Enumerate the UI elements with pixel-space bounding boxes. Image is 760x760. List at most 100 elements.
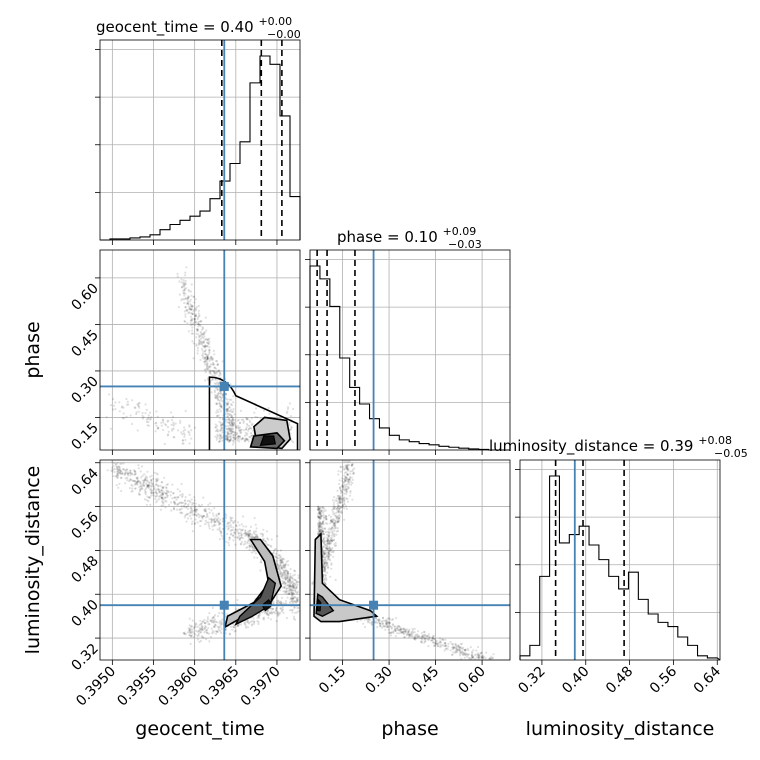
pair-1-2-sample-point [345,507,348,510]
pair-0-1-sample-point [188,425,191,428]
pair-0-2-sample-point [284,564,287,567]
pair-0-2-sample-point [293,585,296,589]
pair-0-2-sample-point [136,476,139,479]
pair-0-2-sample-point [199,520,202,523]
pair-0-1-sample-point [203,353,206,356]
pair-0-2-sample-point [138,489,141,493]
pair-1-2-sample-point [460,646,463,649]
pair-1-2-sample-point [343,499,346,502]
pair-0-2-sample-point [190,517,193,520]
pair-0-1-sample-point [237,435,240,438]
pair-0-1-sample-point [220,428,223,431]
pair-0-1-sample-point [191,313,194,316]
pair-0-2-sample-point [225,525,228,528]
pair-0-2-sample-point [279,607,282,610]
pair-0-2-sample-point [247,535,250,538]
pair-0-1-sample-point [154,422,157,425]
pair-0-1-sample-point [120,406,123,409]
pair-0-1-sample-point [182,289,185,292]
pair-0-2-sample-point [291,611,294,614]
pair-0-1-sample-point [214,372,217,375]
pair-1-2-sample-point [397,629,400,632]
pair-0-2-sample-point [156,473,159,476]
pair-0-2-sample-point [285,569,288,572]
pair-0-2-sample-point [291,580,294,583]
pair-0-2-sample-point [282,574,285,577]
pair-0-1-sample-point [196,318,199,321]
pair-0-2-sample-point [199,505,202,508]
pair-1-2-sample-point [330,567,333,570]
pair-0-2-sample-point [282,577,285,580]
pair-0-2-sample-point [139,488,142,491]
pair-0-2-sample-point [292,586,295,589]
pair-0-2-sample-point [173,496,176,499]
pair-0-1-sample-point [228,418,231,421]
pair-0-1-sample-point [156,427,159,430]
pair-0-1-sample-point [118,410,121,413]
pair-0-1-sample-point [205,362,208,365]
pair-0-2-sample-point [287,581,290,584]
pair-0-1-sample-point [187,295,190,298]
pair-0-1-sample-point [211,357,214,360]
pair-0-1-sample-point [228,427,231,430]
pair-0-2-sample-point [178,501,181,504]
pair-0-1-sample-point [214,423,217,426]
pair-0-1-sample-point [203,346,206,349]
pair-1-2-sample-point [330,550,333,553]
pair-0-1-sample-point [129,414,132,417]
pair-0-2-truth-marker [219,600,229,610]
pair-1-2-sample-point [385,622,388,626]
pair-0-1-sample-point [199,324,202,327]
pair-0-1-sample-point [201,328,204,331]
pair-0-2-sample-point [188,499,191,503]
pair-0-2-sample-point [195,623,198,626]
pair-0-2-sample-point [250,624,254,627]
pair-0-2-sample-point [129,474,132,477]
pair-0-1-sample-point [179,421,182,424]
pair-0-1-sample-point [230,408,233,411]
pair-0-1-sample-point [190,319,193,322]
pair-0-1-sample-point [224,397,227,400]
pair-1-2-sample-point [340,477,344,480]
pair-0-2-sample-point [189,631,192,634]
pair-0-1-sample-point [190,308,193,311]
pair-0-2-sample-point [120,489,123,493]
pair-0-2-sample-point [269,544,272,547]
pair-0-1-sample-point [232,408,235,411]
pair-0-1-sample-point [246,438,249,441]
pair-1-2-sample-point [452,646,455,650]
pair-0-1-sample-point [237,435,240,438]
pair-0-1-sample-point [216,388,219,391]
pair-0-2-sample-point [149,496,152,499]
pair-1-2-sample-point [469,646,472,649]
pair-0-1-sample-point [204,360,207,363]
pair-0-1-sample-point [217,392,220,395]
pair-0-2-sample-point [243,540,247,543]
pair-0-2-sample-point [293,606,296,609]
pair-1-2-sample-point [404,630,407,633]
pair-1-2-sample-point [349,489,352,493]
pair-0-2-sample-point [190,522,193,526]
pair-1-2-sample-point [323,527,326,530]
pair-0-1-sample-point [211,378,214,382]
pair-0-2-sample-point [213,523,216,526]
pair-0-1-sample-point [227,425,230,428]
pair-0-1-sample-point [193,301,196,304]
pair-1-2-sample-point [408,628,411,631]
pair-0-1-sample-point [205,344,209,348]
pair-0-2-sample-point [190,508,193,511]
pair-0-2-sample-point [278,565,281,568]
pair-0-2-sample-point [286,571,289,575]
pair-0-2-sample-point [206,616,209,619]
pair-0-2-sample-point [124,482,127,485]
pair-0-2-ytick-label: 0.64 [69,465,102,498]
pair-0-1-sample-point [227,401,230,404]
pair-0-2-sample-point [134,480,137,483]
pair-0-1-sample-point [227,427,230,431]
pair-0-2-sample-point [151,483,154,486]
pair-0-1-sample-point [227,412,230,415]
pair-0-2-sample-point [164,496,167,499]
pair-0-1-sample-point [164,423,167,426]
pair-0-1-sample-point [186,309,189,312]
pair-0-2-sample-point [268,612,271,615]
